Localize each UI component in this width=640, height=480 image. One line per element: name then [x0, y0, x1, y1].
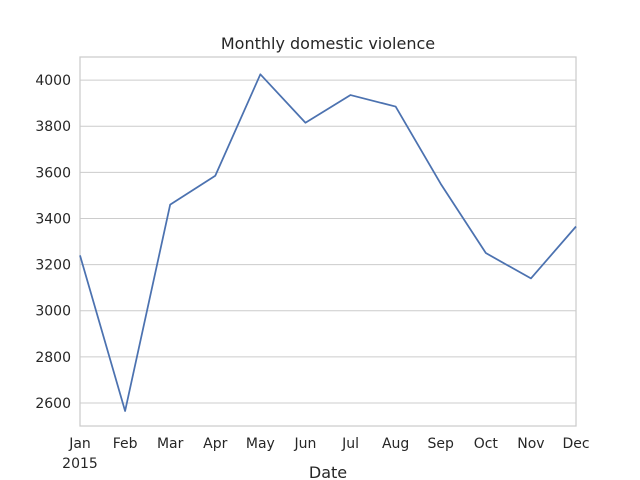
y-tick-label: 2600 [35, 396, 71, 412]
y-axis-ticks: 2600 2800 3000 3200 3400 3600 3800 4000 [35, 73, 71, 412]
x-tick-label: Feb [113, 436, 138, 452]
x-axis-label: Date [309, 463, 347, 480]
x-tick-label: Oct [474, 436, 499, 452]
x-tick-label: Aug [382, 436, 409, 452]
x-tick-label: Mar [157, 436, 184, 452]
chart-title: Monthly domestic violence [221, 34, 435, 53]
x-tick-label: Sep [428, 436, 455, 452]
y-tick-label: 3600 [35, 165, 71, 181]
y-tick-label: 3800 [35, 119, 71, 135]
y-tick-label: 3200 [35, 258, 71, 274]
x-tick-year-label: 2015 [62, 456, 98, 472]
x-tick-label: Jan [68, 436, 91, 452]
x-tick-label: Nov [517, 436, 544, 452]
x-tick-label: Apr [203, 436, 227, 452]
x-tick-label: Jun [294, 436, 317, 452]
x-tick-label: Jul [341, 436, 359, 452]
y-tick-label: 3400 [35, 211, 71, 227]
x-axis-ticks: Jan Feb Mar Apr May Jun Jul Aug Sep Oct Nov Dec 2015 [62, 436, 589, 472]
x-tick-label: Dec [562, 436, 589, 452]
grid-lines [80, 79, 576, 404]
y-tick-label: 4000 [35, 73, 71, 89]
series-line [79, 73, 577, 412]
series-layer [79, 73, 577, 412]
y-tick-label: 2800 [35, 350, 71, 366]
y-tick-label: 3000 [35, 304, 71, 320]
x-tick-label: May [246, 436, 275, 452]
plot-frame [79, 56, 577, 427]
